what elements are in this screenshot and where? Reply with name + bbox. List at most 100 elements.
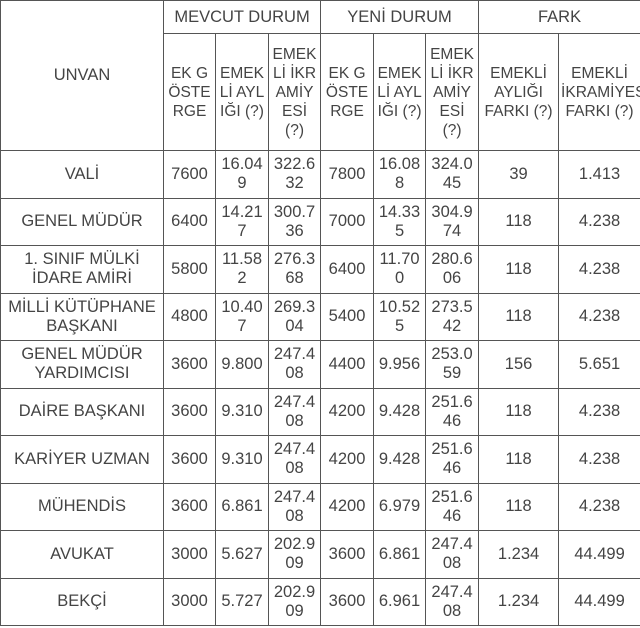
value-cell: 9.800 [215,340,269,389]
header-yeni-durum: YENİ DURUM [320,0,480,34]
value-cell: 251.646 [425,387,480,436]
value-cell: 253.059 [425,340,480,389]
title-cell: MİLLİ KÜTÜPHANE BAŞKANI [0,292,164,341]
table-row: AVUKAT 3000 5.627 202.909 3600 6.861 247.408 1.… [0,530,640,579]
value-cell: 6.861 [373,530,427,579]
title-cell: 1. SINIF MÜLKİ İDARE AMİRİ [0,245,164,294]
subheader-cell: EMEKLİ İKRAMİYESİ (?) [267,33,322,151]
value-cell: 6.979 [373,482,427,531]
title-cell: GENEL MÜDÜR [0,197,164,246]
header-mevcut-durum: MEVCUT DURUM [162,0,322,34]
value-cell: 4200 [320,387,375,436]
subheader-cell: EMEKLİ AYLIĞI FARKI (?) [478,33,560,151]
value-cell: 273.542 [425,292,480,341]
header-unvan: UNVAN [0,0,164,151]
value-cell: 247.408 [267,482,322,531]
value-cell: 1.234 [478,577,560,626]
header-fark: FARK [478,0,640,34]
subheader-cell: EMEKLİ İKRAMİYESİ (?) [425,33,480,151]
value-cell: 3000 [163,577,216,626]
value-cell: 1.413 [558,150,640,199]
value-cell: 1.234 [478,530,560,579]
value-cell: 16.049 [215,150,269,199]
value-cell: 4400 [320,340,375,389]
table-row: BEKÇİ 3000 5.727 202.909 3600 6.961 247.408 1.2… [0,577,640,626]
value-cell: 5.651 [558,340,640,389]
subheader-cell: EMEKLİ AYLIĞI (?) [373,33,427,151]
value-cell: 3600 [163,482,216,531]
value-cell: 7600 [163,150,216,199]
value-cell: 304.974 [425,197,480,246]
value-cell: 5.627 [215,530,269,579]
value-cell: 6400 [320,245,375,294]
value-cell: 7800 [320,150,375,199]
value-cell: 9.956 [373,340,427,389]
value-cell: 6400 [163,197,216,246]
title-cell: BEKÇİ [0,577,164,626]
value-cell: 202.909 [267,577,322,626]
value-cell: 7000 [320,197,375,246]
value-cell: 10.407 [215,292,269,341]
value-cell: 202.909 [267,530,322,579]
table-row: MİLLİ KÜTÜPHANE BAŞKANI 4800 10.407 269.304… [0,292,640,341]
value-cell: 14.335 [373,197,427,246]
value-cell: 4.238 [558,245,640,294]
value-cell: 4.238 [558,197,640,246]
value-cell: 280.606 [425,245,480,294]
value-cell: 10.525 [373,292,427,341]
title-cell: GENEL MÜDÜR YARDIMCISI [0,340,164,389]
value-cell: 9.428 [373,387,427,436]
value-cell: 118 [478,292,560,341]
value-cell: 3600 [320,530,375,579]
value-cell: 44.499 [558,530,640,579]
value-cell: 276.368 [267,245,322,294]
title-cell: DAİRE BAŞKANI [0,387,164,436]
value-cell: 3600 [163,340,216,389]
value-cell: 4800 [163,292,216,341]
value-cell: 4200 [320,435,375,484]
value-cell: 4.238 [558,292,640,341]
value-cell: 156 [478,340,560,389]
value-cell: 11.700 [373,245,427,294]
value-cell: 3600 [163,435,216,484]
table-row: 1. SINIF MÜLKİ İDARE AMİRİ 5800 11.582 276.… [0,245,640,294]
table-row: VALİ 7600 16.049 322.632 7800 16.088 324.045 39… [0,150,640,199]
value-cell: 4.238 [558,482,640,531]
value-cell: 3600 [163,387,216,436]
value-cell: 118 [478,482,560,531]
value-cell: 247.408 [267,435,322,484]
value-cell: 5800 [163,245,216,294]
value-cell: 322.632 [267,150,322,199]
value-cell: 251.646 [425,482,480,531]
title-cell: KARİYER UZMAN [0,435,164,484]
value-cell: 4.238 [558,435,640,484]
value-cell: 247.408 [267,387,322,436]
value-cell: 14.217 [215,197,269,246]
value-cell: 5.727 [215,577,269,626]
value-cell: 16.088 [373,150,427,199]
table-row: GENEL MÜDÜR 6400 14.217 300.736 7000 14.335 30… [0,197,640,246]
table-row: DAİRE BAŞKANI 3600 9.310 247.408 4200 9.428 25… [0,387,640,436]
subheader-cell: EMEKLİ AYLIĞI (?) [215,33,269,151]
value-cell: 3600 [320,577,375,626]
subheader-cell: EK GÖSTERGE [320,33,375,151]
value-cell: 6.861 [215,482,269,531]
value-cell: 118 [478,245,560,294]
value-cell: 44.499 [558,577,640,626]
title-cell: VALİ [0,150,164,199]
value-cell: 4200 [320,482,375,531]
subheader-cell: EMEKLİ İKRAMİYESİ FARKI (?) [558,33,640,151]
value-cell: 4.238 [558,387,640,436]
table-row: GENEL MÜDÜR YARDIMCISI 3600 9.800 247.408 44… [0,340,640,389]
value-cell: 39 [478,150,560,199]
value-cell: 9.310 [215,435,269,484]
value-cell: 9.310 [215,387,269,436]
value-cell: 3000 [163,530,216,579]
value-cell: 300.736 [267,197,322,246]
value-cell: 269.304 [267,292,322,341]
value-cell: 251.646 [425,435,480,484]
value-cell: 247.408 [425,530,480,579]
value-cell: 5400 [320,292,375,341]
value-cell: 324.045 [425,150,480,199]
